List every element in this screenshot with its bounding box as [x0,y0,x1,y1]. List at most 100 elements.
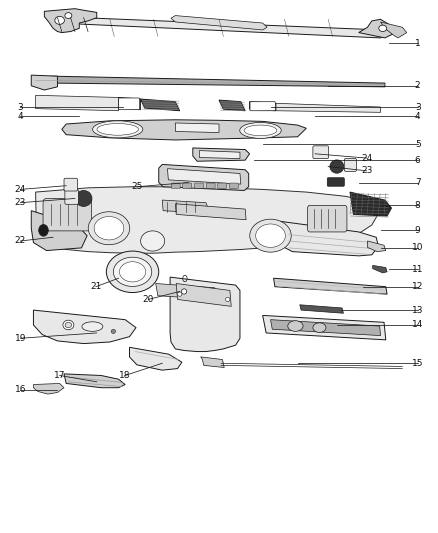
Polygon shape [274,278,387,294]
Ellipse shape [92,121,143,138]
Polygon shape [44,9,97,33]
FancyBboxPatch shape [194,183,203,188]
FancyBboxPatch shape [218,183,226,188]
Text: 18: 18 [120,371,131,380]
FancyBboxPatch shape [171,183,180,188]
Polygon shape [219,100,245,111]
Polygon shape [175,204,246,220]
Ellipse shape [330,160,344,173]
Ellipse shape [177,292,182,296]
Text: 3: 3 [415,102,420,111]
Ellipse shape [82,322,103,332]
FancyBboxPatch shape [313,146,328,159]
Polygon shape [280,221,378,256]
Ellipse shape [75,190,92,206]
Text: 20: 20 [143,295,154,304]
Polygon shape [33,310,136,344]
Ellipse shape [97,124,138,135]
Polygon shape [176,284,231,306]
Polygon shape [35,95,119,111]
Text: 15: 15 [412,359,424,368]
Polygon shape [201,357,224,368]
Polygon shape [130,348,182,370]
Text: 24: 24 [15,185,26,194]
Text: 4: 4 [415,111,420,120]
Polygon shape [171,15,267,30]
FancyBboxPatch shape [64,178,78,191]
Polygon shape [263,316,386,340]
Text: 4: 4 [18,111,23,120]
Polygon shape [64,374,125,387]
Polygon shape [193,148,250,161]
Ellipse shape [65,322,72,328]
Text: 25: 25 [131,182,143,191]
Polygon shape [53,17,385,38]
Text: 7: 7 [415,178,420,187]
Text: 10: 10 [412,244,424,253]
Text: 1: 1 [415,39,420,48]
Polygon shape [141,99,180,111]
Ellipse shape [120,262,146,282]
FancyBboxPatch shape [206,183,215,188]
Polygon shape [119,98,141,110]
Ellipse shape [313,323,326,333]
Polygon shape [373,265,387,273]
Text: 16: 16 [14,385,26,394]
Ellipse shape [141,231,165,251]
Text: 17: 17 [54,371,65,380]
Text: 21: 21 [90,282,102,291]
Ellipse shape [111,329,116,334]
FancyBboxPatch shape [327,177,344,186]
Polygon shape [167,168,241,184]
Polygon shape [300,305,343,313]
Polygon shape [35,76,385,87]
Ellipse shape [288,321,303,332]
Text: 19: 19 [14,334,26,343]
Text: 24: 24 [361,154,372,163]
FancyBboxPatch shape [307,205,347,232]
FancyBboxPatch shape [230,183,238,188]
Text: 23: 23 [14,198,26,207]
Polygon shape [62,120,306,140]
Ellipse shape [256,224,286,247]
Ellipse shape [250,219,291,252]
FancyBboxPatch shape [65,189,78,204]
Ellipse shape [226,297,230,302]
Text: 5: 5 [415,140,420,149]
Ellipse shape [63,320,74,330]
Text: 23: 23 [361,166,372,175]
Polygon shape [162,200,210,213]
Polygon shape [31,211,87,251]
Polygon shape [367,241,386,252]
Ellipse shape [94,216,124,240]
Polygon shape [350,192,392,216]
Polygon shape [35,187,377,253]
Polygon shape [33,383,64,394]
Ellipse shape [113,257,152,286]
Text: 11: 11 [412,265,424,273]
FancyBboxPatch shape [43,198,92,231]
Ellipse shape [88,212,130,245]
Ellipse shape [65,13,72,19]
Text: 13: 13 [412,305,424,314]
Text: 2: 2 [415,81,420,90]
Ellipse shape [379,25,387,31]
Ellipse shape [240,123,281,139]
Text: 9: 9 [415,226,420,235]
Text: 14: 14 [412,320,424,329]
Polygon shape [381,22,407,38]
Ellipse shape [106,251,159,293]
FancyBboxPatch shape [119,98,140,110]
Polygon shape [155,284,217,300]
Text: 12: 12 [412,282,424,291]
Polygon shape [175,123,219,133]
Ellipse shape [39,224,48,236]
Polygon shape [199,151,240,159]
Polygon shape [31,75,57,90]
Text: 3: 3 [18,102,23,111]
FancyBboxPatch shape [250,102,276,111]
Polygon shape [276,103,381,112]
Polygon shape [159,165,249,190]
Ellipse shape [244,125,277,136]
FancyBboxPatch shape [344,159,357,171]
